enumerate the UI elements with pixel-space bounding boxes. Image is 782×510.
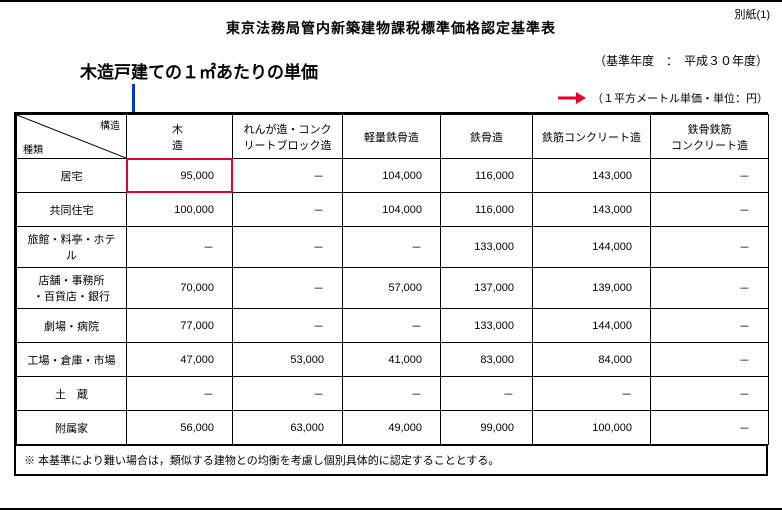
table-cell: － [343, 309, 441, 343]
table-cell: 77,000 [127, 309, 233, 343]
page-title: 東京法務局管内新築建物課税標準価格認定基準表 [0, 18, 782, 38]
base-year: （基準年度 ： 平成３０年度） [594, 52, 768, 69]
table-cell: 139,000 [533, 268, 651, 309]
row-label: 居宅 [17, 159, 127, 193]
table-cell: 63,000 [233, 411, 343, 445]
table-cell: 144,000 [533, 309, 651, 343]
table-cell: 104,000 [343, 159, 441, 193]
table-cell: － [651, 268, 769, 309]
table-cell: 144,000 [533, 227, 651, 268]
row-label: 工場・倉庫・市場 [17, 343, 127, 377]
row-label: 店舗・事務所・百貨店・銀行 [17, 268, 127, 309]
table-row: 店舗・事務所・百貨店・銀行70,000－57,000137,000139,000… [17, 268, 769, 309]
table-cell: － [233, 309, 343, 343]
table-cell: － [343, 227, 441, 268]
corner-bottom-label: 種類 [23, 141, 43, 156]
table-cell: 133,000 [441, 309, 533, 343]
table-corner-cell: 構造 種類 [17, 115, 127, 159]
table-cell: － [651, 193, 769, 227]
row-label: 附属家 [17, 411, 127, 445]
column-header: 鉄骨造 [441, 115, 533, 159]
table-row: 劇場・病院77,000－－133,000144,000－ [17, 309, 769, 343]
row-label: 共同住宅 [17, 193, 127, 227]
table-cell: 100,000 [533, 411, 651, 445]
table-cell: 143,000 [533, 193, 651, 227]
table-cell: － [533, 377, 651, 411]
column-header: 鉄骨鉄筋コンクリート造 [651, 115, 769, 159]
table-cell: 49,000 [343, 411, 441, 445]
table-row: 附属家56,00063,00049,00099,000100,000－ [17, 411, 769, 445]
table-row: 旅館・料亭・ホテル－－－133,000144,000－ [17, 227, 769, 268]
price-table-frame: 構造 種類 木 造れんが造・コンクリートブロック造軽量鉄骨造鉄骨造鉄筋コンクリー… [14, 112, 768, 445]
table-cell: － [651, 343, 769, 377]
table-cell: － [233, 193, 343, 227]
table-cell: － [127, 227, 233, 268]
table-cell: 143,000 [533, 159, 651, 193]
table-cell: 53,000 [233, 343, 343, 377]
table-cell: － [233, 268, 343, 309]
annotation-callout: 木造戸建ての１㎡あたりの単価 [80, 58, 318, 83]
table-cell: 116,000 [441, 159, 533, 193]
table-cell: － [651, 377, 769, 411]
table-row: 共同住宅100,000－104,000116,000143,000－ [17, 193, 769, 227]
table-cell: 57,000 [343, 268, 441, 309]
table-cell: － [233, 227, 343, 268]
unit-note: （１平方メートル単価・単位：円） [592, 90, 768, 106]
table-cell: － [651, 159, 769, 193]
table-cell: 56,000 [127, 411, 233, 445]
table-row: 工場・倉庫・市場47,00053,00041,00083,00084,000－ [17, 343, 769, 377]
unit-row: （１平方メートル単価・単位：円） [558, 90, 768, 106]
table-cell: 133,000 [441, 227, 533, 268]
table-cell: 70,000 [127, 268, 233, 309]
table-cell: 99,000 [441, 411, 533, 445]
table-row: 土 蔵－－－－－－ [17, 377, 769, 411]
table-cell: 83,000 [441, 343, 533, 377]
table-cell: 137,000 [441, 268, 533, 309]
table-cell: － [651, 227, 769, 268]
table-cell: － [233, 159, 343, 193]
table-cell: 116,000 [441, 193, 533, 227]
page-label: 別紙(1) [735, 6, 770, 22]
row-label: 旅館・料亭・ホテル [17, 227, 127, 268]
table-cell: － [127, 377, 233, 411]
table-cell: 100,000 [127, 193, 233, 227]
table-cell: － [651, 411, 769, 445]
highlight-box [126, 158, 233, 193]
row-label: 土 蔵 [17, 377, 127, 411]
price-table: 構造 種類 木 造れんが造・コンクリートブロック造軽量鉄骨造鉄骨造鉄筋コンクリー… [16, 114, 769, 445]
row-label: 劇場・病院 [17, 309, 127, 343]
corner-top-label: 構造 [100, 117, 120, 132]
table-cell: － [343, 377, 441, 411]
table-cell: － [651, 309, 769, 343]
table-cell: － [441, 377, 533, 411]
column-header: れんが造・コンクリートブロック造 [233, 115, 343, 159]
table-row: 居宅95,000－104,000116,000143,000－ [17, 159, 769, 193]
table-cell: 104,000 [343, 193, 441, 227]
arrow-right-icon [558, 92, 586, 104]
table-cell: 95,000 [127, 159, 233, 193]
table-cell: 47,000 [127, 343, 233, 377]
table-cell: 41,000 [343, 343, 441, 377]
table-cell: 84,000 [533, 343, 651, 377]
column-header: 軽量鉄骨造 [343, 115, 441, 159]
column-header: 鉄筋コンクリート造 [533, 115, 651, 159]
column-header: 木 造 [127, 115, 233, 159]
footnote: ※ 本基準により難い場合は，類似する建物との均衡を考慮し個別具体的に認定すること… [14, 445, 768, 476]
table-cell: － [233, 377, 343, 411]
